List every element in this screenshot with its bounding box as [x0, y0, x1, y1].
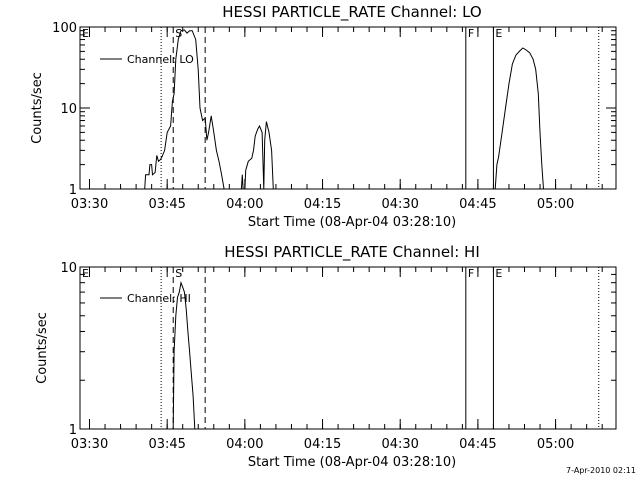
chart-title: HESSI PARTICLE_RATE Channel: LO [222, 3, 481, 22]
y-tick-label: 100 [52, 21, 77, 36]
x-tick-label: 04:45 [459, 197, 496, 212]
x-tick-label: 04:15 [304, 197, 341, 212]
tick-group: 03:30 03:45 04:00 04:15 04:30 04:45 05:00 1 10 10… [52, 21, 616, 212]
legend: Channel: HI [100, 292, 191, 305]
x-tick-label: 04:00 [226, 197, 263, 212]
marker-label: E [82, 267, 89, 280]
marker-label: E [82, 27, 89, 40]
x-tick-label: 03:45 [148, 197, 185, 212]
y-axis-label: Counts/sec [30, 72, 45, 144]
marker-label: S [175, 267, 182, 280]
marker-label: E [495, 27, 502, 40]
x-tick-label: 04:00 [226, 437, 263, 452]
x-tick-label: 03:45 [148, 437, 185, 452]
x-tick-label: 04:30 [381, 437, 418, 452]
y-tick-label: 1 [69, 183, 77, 198]
marker-label: F [468, 267, 474, 280]
legend-label: Channel: LO [127, 53, 194, 66]
x-axis-label: Start Time (08-Apr-04 03:28:10) [248, 455, 456, 470]
plot-frame [79, 266, 617, 430]
marker-label: E [495, 267, 502, 280]
marker-label: F [468, 27, 474, 40]
x-tick-label: 03:30 [71, 437, 108, 452]
y-axis-label: Counts/sec [35, 312, 50, 384]
marker-label: S [175, 27, 182, 40]
y-tick-label: 10 [60, 102, 77, 117]
panel-channel-hi: HESSI PARTICLE_RATE Channel: HI Start Ti… [35, 243, 617, 470]
plot-frame [79, 26, 617, 190]
series-line [172, 280, 196, 430]
x-axis-label: Start Time (08-Apr-04 03:28:10) [248, 215, 456, 230]
y-tick-label: 1 [69, 423, 77, 438]
x-tick-label: 05:00 [537, 197, 574, 212]
tick-group: 03:30 03:45 04:00 04:15 04:30 04:45 05:00 1 10 [60, 261, 616, 452]
y-tick-label: 10 [60, 261, 77, 276]
legend-label: Channel: HI [127, 292, 191, 305]
x-tick-label: 05:00 [537, 437, 574, 452]
footer-date: 7-Apr-2010 02:11 [566, 466, 636, 475]
series-line [144, 29, 225, 190]
x-tick-label: 04:15 [304, 437, 341, 452]
panel-channel-lo: HESSI PARTICLE_RATE Channel: LO Start Ti… [30, 3, 617, 230]
series-group [144, 29, 544, 190]
legend: Channel: LO [100, 53, 194, 66]
chart-title: HESSI PARTICLE_RATE Channel: HI [224, 243, 480, 262]
x-tick-label: 04:30 [381, 197, 418, 212]
x-tick-label: 04:45 [459, 437, 496, 452]
series-line [240, 121, 274, 190]
series-line [494, 47, 544, 190]
series-group [172, 280, 196, 430]
x-tick-label: 03:30 [71, 197, 108, 212]
